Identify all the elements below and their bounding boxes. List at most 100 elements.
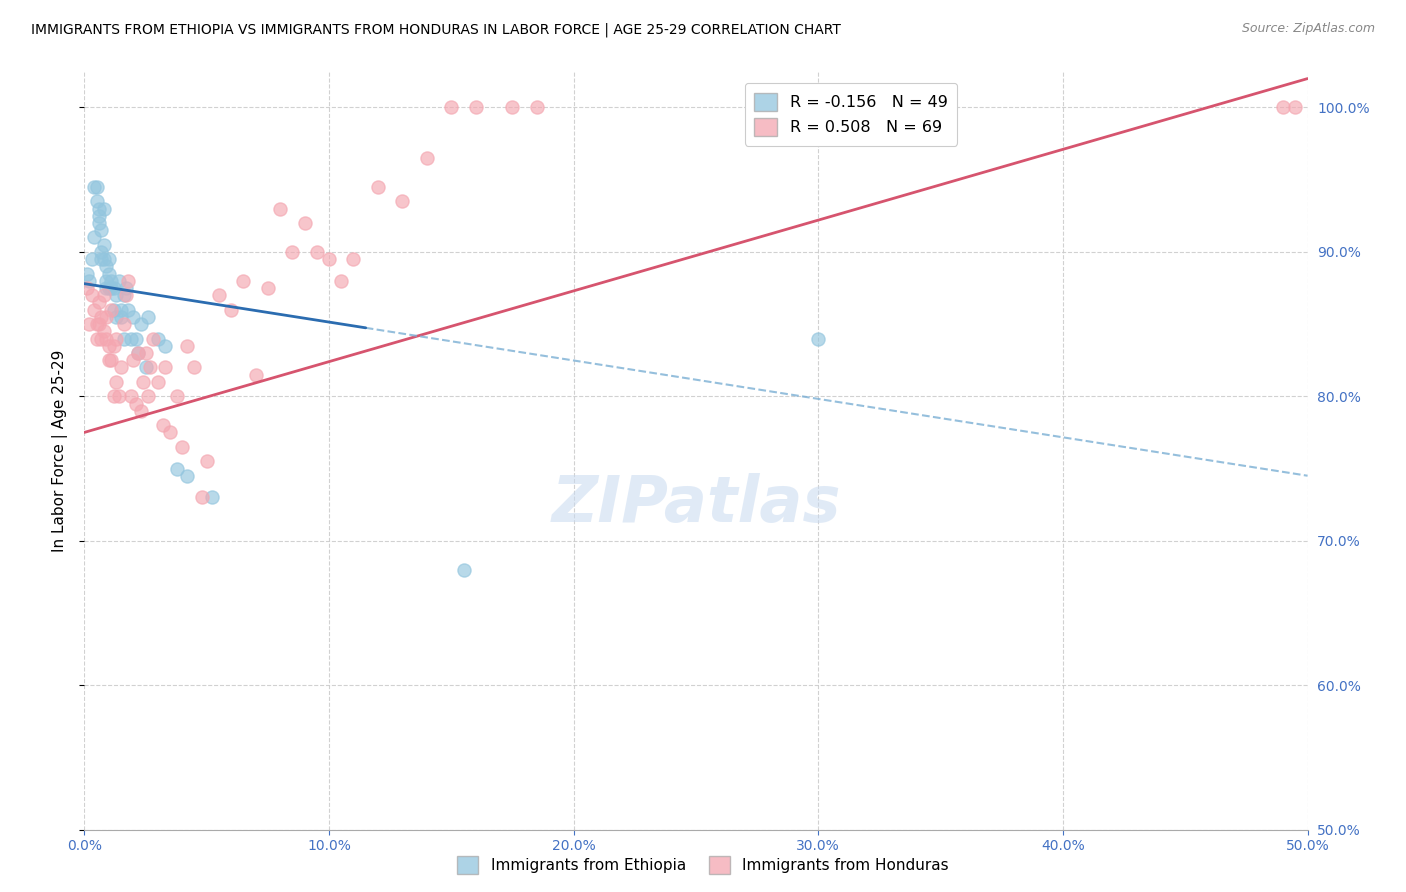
Point <box>107 389 129 403</box>
Point <box>100 302 122 317</box>
Point <box>269 202 291 216</box>
Point <box>117 274 139 288</box>
Point <box>856 100 879 114</box>
Point <box>103 302 125 317</box>
Point <box>195 454 218 468</box>
Point <box>115 288 138 302</box>
Point <box>93 288 115 302</box>
Text: ZIPatlas: ZIPatlas <box>551 473 841 534</box>
Point <box>153 360 176 375</box>
Point <box>257 281 280 295</box>
Point <box>100 274 122 288</box>
Point <box>97 353 120 368</box>
Point <box>440 100 463 114</box>
Point <box>305 244 328 259</box>
Point <box>219 302 242 317</box>
Point <box>125 396 148 410</box>
Point <box>807 332 830 346</box>
Point <box>125 332 148 346</box>
Point <box>83 230 105 244</box>
Point <box>86 180 108 194</box>
Text: IMMIGRANTS FROM ETHIOPIA VS IMMIGRANTS FROM HONDURAS IN LABOR FORCE | AGE 25-29 : IMMIGRANTS FROM ETHIOPIA VS IMMIGRANTS F… <box>31 22 841 37</box>
Point <box>87 295 110 310</box>
Point <box>135 346 157 360</box>
Point <box>122 353 145 368</box>
Point <box>200 491 222 505</box>
Point <box>105 310 128 324</box>
Point <box>453 563 475 577</box>
Point <box>87 209 110 223</box>
Point <box>110 310 132 324</box>
Point <box>342 252 364 266</box>
Point <box>105 288 128 302</box>
Point <box>391 194 413 209</box>
Point <box>112 288 135 302</box>
Point <box>100 353 122 368</box>
Point <box>136 310 159 324</box>
Point <box>80 288 103 302</box>
Point <box>97 252 120 266</box>
Point <box>183 360 205 375</box>
Point <box>83 180 105 194</box>
Point <box>112 317 135 331</box>
Point <box>464 100 486 114</box>
Point <box>172 440 194 454</box>
Point <box>117 302 139 317</box>
Point <box>129 317 152 331</box>
Point <box>294 216 316 230</box>
Point <box>90 332 112 346</box>
Point <box>122 310 145 324</box>
Point <box>112 332 135 346</box>
Point <box>105 375 128 389</box>
Point <box>132 375 155 389</box>
Point <box>97 339 120 353</box>
Point <box>96 310 118 324</box>
Point <box>96 274 118 288</box>
Point <box>120 389 142 403</box>
Point <box>153 339 176 353</box>
Point <box>96 281 118 295</box>
Point <box>120 332 142 346</box>
Point <box>176 339 198 353</box>
Point <box>76 267 98 281</box>
Point <box>245 368 267 382</box>
Legend: Immigrants from Ethiopia, Immigrants from Honduras: Immigrants from Ethiopia, Immigrants fro… <box>451 850 955 880</box>
Point <box>93 324 115 338</box>
Point <box>96 332 118 346</box>
Point <box>129 403 152 417</box>
Point <box>96 260 118 274</box>
Point <box>127 346 149 360</box>
Point <box>86 317 108 331</box>
Point <box>110 302 132 317</box>
Point <box>136 389 159 403</box>
Point <box>103 281 125 295</box>
Point <box>76 281 98 295</box>
Text: Source: ZipAtlas.com: Source: ZipAtlas.com <box>1241 22 1375 36</box>
Point <box>97 281 120 295</box>
Point <box>166 461 188 475</box>
Point <box>87 202 110 216</box>
Point <box>87 216 110 230</box>
Point <box>93 252 115 266</box>
Point <box>103 389 125 403</box>
Point <box>1284 100 1306 114</box>
Point <box>318 252 340 266</box>
Point <box>330 274 353 288</box>
Point <box>127 346 149 360</box>
Point <box>80 252 103 266</box>
Point <box>135 360 157 375</box>
Point <box>367 180 389 194</box>
Point <box>159 425 181 440</box>
Point <box>176 468 198 483</box>
Point <box>83 302 105 317</box>
Point <box>86 332 108 346</box>
Point <box>87 317 110 331</box>
Point <box>416 151 439 165</box>
Point <box>86 194 108 209</box>
Point <box>166 389 188 403</box>
Point <box>105 332 128 346</box>
Point <box>90 310 112 324</box>
Point <box>191 491 214 505</box>
Point <box>139 360 162 375</box>
Point <box>502 100 524 114</box>
